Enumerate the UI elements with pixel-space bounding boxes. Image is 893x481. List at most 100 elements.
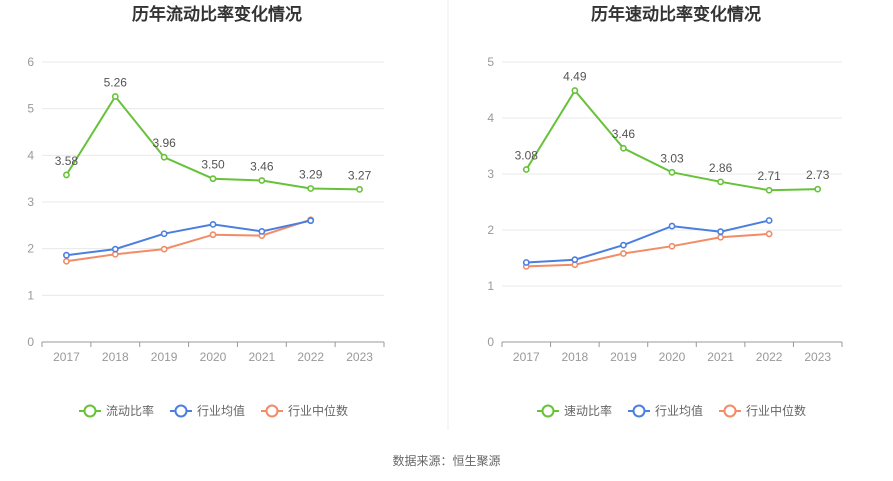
legend-label: 流动比率: [106, 403, 154, 418]
series-line: [66, 219, 311, 257]
quick-ratio-chart: 历年速动比率变化情况 0 1 2 3 4 5 2017 2018 2019 2020 2021 2022…: [487, 4, 843, 418]
data-point[interactable]: [620, 241, 627, 249]
data-point[interactable]: [717, 228, 724, 236]
y-tick-label: 2: [487, 223, 494, 237]
data-point[interactable]: [63, 171, 70, 179]
data-point[interactable]: [209, 231, 217, 239]
data-point[interactable]: [620, 250, 627, 257]
data-point[interactable]: [668, 222, 676, 230]
series-0: 3.58 5.26 3.96 3.50 3.46 3.29 3.27: [55, 76, 372, 193]
data-point[interactable]: [620, 144, 627, 152]
legend-marker-icon: [723, 404, 737, 418]
data-point[interactable]: [209, 220, 217, 228]
data-point[interactable]: [258, 227, 266, 235]
data-point[interactable]: [717, 233, 724, 241]
data-point[interactable]: [765, 186, 773, 194]
series-line: [66, 218, 312, 263]
data-label: 3.27: [348, 168, 372, 182]
data-label: 2.71: [757, 169, 781, 183]
data-label: 3.03: [660, 151, 684, 165]
data-label: 5.26: [104, 76, 128, 90]
data-point[interactable]: [160, 230, 168, 238]
data-point[interactable]: [160, 153, 168, 161]
data-point[interactable]: [668, 168, 676, 176]
data-label: 2.73: [806, 168, 830, 182]
legend-label: 速动比率: [564, 403, 612, 418]
y-tick-label: 0: [27, 335, 34, 349]
x-tick-label: 2017: [513, 350, 540, 364]
current-ratio-chart: 历年流动比率变化情况 0 1 2 3 4 5 6 2017 2018 2019 2020 2021 202…: [27, 4, 385, 418]
data-point[interactable]: [522, 259, 530, 266]
y-tick-label: 2: [27, 242, 34, 256]
data-point[interactable]: [307, 217, 315, 225]
y-tick-label: 4: [487, 111, 494, 125]
x-tick-label: 2021: [707, 350, 734, 364]
data-point[interactable]: [571, 87, 579, 94]
legend-item-2[interactable]: 行业中位数: [261, 403, 348, 418]
data-point[interactable]: [571, 256, 579, 264]
legend-item-0[interactable]: 速动比率: [537, 403, 612, 418]
legend-item-1[interactable]: 行业均值: [170, 403, 245, 418]
legend-marker-icon: [541, 404, 555, 418]
x-tick-label: 2020: [659, 350, 686, 364]
series-2: [63, 216, 315, 265]
data-point[interactable]: [111, 93, 119, 100]
x-tick-label: 2018: [562, 350, 589, 364]
legend-item-2[interactable]: 行业中位数: [719, 403, 806, 418]
legend-marker-icon: [265, 404, 279, 418]
legend-marker-icon: [174, 404, 188, 418]
x-tick-label: 2019: [610, 350, 637, 364]
series-0: 3.08 4.49 3.46 3.03 2.86 2.71 2.73: [515, 70, 830, 194]
y-tick-label: 3: [27, 195, 34, 209]
data-label: 3.58: [55, 154, 79, 168]
data-label: 3.08: [515, 149, 539, 163]
x-tick-label: 2022: [297, 350, 324, 364]
legend-marker-icon: [632, 404, 646, 418]
legend-label: 行业中位数: [288, 403, 348, 418]
legend-marker-icon: [83, 404, 97, 418]
legend-item-1[interactable]: 行业均值: [628, 403, 703, 418]
data-point[interactable]: [63, 251, 70, 259]
x-tick-label: 2017: [53, 350, 80, 364]
data-point[interactable]: [765, 217, 773, 224]
data-point[interactable]: [717, 178, 724, 186]
series-line: [526, 219, 770, 264]
data-point[interactable]: [307, 185, 315, 192]
series-1: [522, 217, 773, 266]
y-tick-label: 5: [487, 55, 494, 69]
legend-label: 行业中位数: [746, 403, 806, 418]
data-point[interactable]: [522, 166, 530, 173]
series-1: [63, 217, 315, 259]
y-tick-label: 5: [27, 102, 34, 116]
y-tick-label: 0: [487, 335, 494, 349]
y-tick-label: 1: [27, 288, 34, 302]
data-point[interactable]: [63, 257, 70, 265]
series-line: [526, 232, 770, 268]
data-label: 3.50: [201, 158, 225, 172]
data-point[interactable]: [668, 242, 676, 250]
data-label: 3.46: [612, 127, 636, 141]
data-point[interactable]: [356, 185, 363, 193]
x-tick-label: 2023: [346, 350, 373, 364]
data-label: 4.49: [563, 70, 587, 84]
data-point[interactable]: [814, 185, 822, 193]
y-tick-label: 1: [487, 279, 494, 293]
x-tick-label: 2021: [249, 350, 276, 364]
data-point[interactable]: [111, 245, 119, 253]
x-tick-label: 2018: [102, 350, 129, 364]
y-tick-label: 3: [487, 167, 494, 181]
data-point[interactable]: [258, 177, 266, 184]
legend-label: 行业均值: [655, 403, 703, 418]
series-2: [522, 230, 773, 270]
y-tick-label: 4: [27, 148, 34, 162]
x-tick-label: 2020: [200, 350, 227, 364]
data-point[interactable]: [209, 175, 217, 183]
data-point[interactable]: [765, 230, 773, 238]
legend-item-0[interactable]: 流动比率: [79, 403, 154, 418]
data-source-caption: 数据来源：恒生聚源: [392, 453, 500, 468]
legend: 速动比率 行业均值 行业中位数: [537, 403, 806, 418]
y-tick-label: 6: [27, 55, 34, 69]
data-label: 2.86: [709, 161, 733, 175]
x-tick-label: 2022: [756, 350, 783, 364]
data-point[interactable]: [160, 245, 168, 253]
